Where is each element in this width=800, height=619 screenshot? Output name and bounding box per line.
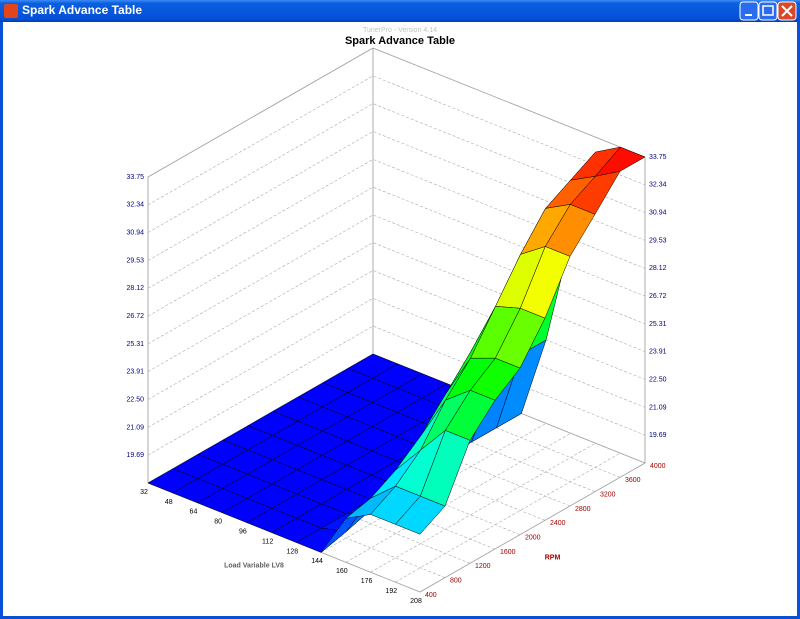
z-tick-label: 28.12 [126,285,144,292]
y-tick-label: 2400 [550,520,566,527]
maximize-button[interactable] [758,1,778,21]
app-label: TunerPro - Version 4.14 [363,27,437,34]
grid-line [147,214,646,345]
z-tick-label: 26.72 [649,293,667,300]
x-tick-label: 80 [214,519,222,526]
client-area [3,22,797,616]
z-tick-label: 33.75 [649,154,667,161]
z-tick-label: 21.09 [126,424,144,431]
surface-cell [394,495,446,535]
x-tick-label: 192 [385,588,397,595]
grid-line [147,103,646,233]
chart-title: Spark Advance Table [345,35,455,47]
window-title: Spark Advance Table [22,3,142,17]
x-tick-label: 144 [311,558,323,565]
x-tick-label: 112 [262,538,273,545]
z-tick-label: 29.53 [126,257,144,264]
minimize-button[interactable] [739,1,759,21]
z-tick-label: 32.34 [126,202,144,209]
z-tick-label: 21.09 [649,404,667,411]
maximize-icon [762,5,774,16]
z-tick-label: 25.31 [126,341,144,348]
grid-line [147,242,646,372]
z-tick-label: 25.31 [649,321,667,328]
x-tick-label: 128 [287,548,299,555]
x-tick-label: 160 [336,568,348,575]
grid-line [147,75,646,206]
x-tick-label: 64 [190,509,198,516]
z-tick-label: 28.12 [649,265,667,272]
grid-line [395,452,621,583]
y-tick-label: 1600 [500,549,516,556]
grid-line [147,186,646,317]
y-tick-label: 3200 [600,492,616,499]
y-tick-label: 2800 [575,506,591,513]
z-tick-label: 22.50 [649,376,667,383]
x-tick-label: 48 [165,499,173,506]
grid-line [419,462,646,593]
y-tick-label: 400 [425,592,437,599]
y-tick-label: 4000 [650,463,666,470]
y-tick-label: 800 [450,578,462,585]
grid-line [370,442,596,573]
z-tick-label: 23.91 [649,348,667,355]
z-tick-label: 19.69 [649,432,667,439]
x-axis-label: Load Variable LV8 [224,562,284,569]
z-tick-label: 30.94 [649,209,667,216]
z-tick-label: 30.94 [126,229,144,236]
y-tick-label: 3600 [625,477,641,484]
x-tick-label: 176 [361,578,373,585]
grid-line [147,131,646,261]
minimize-icon [745,14,752,16]
x-tick-label: 96 [239,528,247,535]
x-tick-label: 208 [410,598,422,605]
grid-line [147,159,646,289]
title-bar [0,0,800,22]
grid-line [147,270,646,400]
z-tick-label: 29.53 [649,237,667,244]
grid-line [147,47,646,178]
y-tick-label: 1200 [475,563,491,570]
app-icon [4,4,18,18]
grid-line [147,325,646,456]
y-axis-label: RPM [545,554,561,561]
z-tick-label: 32.34 [649,182,667,189]
grid-line [147,298,646,428]
close-icon [781,5,793,17]
z-tick-label: 33.75 [126,174,144,181]
z-tick-label: 19.69 [126,452,144,459]
grid-line [320,423,547,553]
z-tick-label: 23.91 [126,368,144,375]
y-tick-label: 2000 [525,535,541,542]
x-tick-label: 32 [140,489,148,496]
z-tick-label: 22.50 [126,396,144,403]
grid-line [345,433,571,563]
plot: 19.69 19.69 21.09 21.09 22.50 22.50 23.91 23.91… [126,47,667,605]
z-tick-label: 26.72 [126,313,144,320]
